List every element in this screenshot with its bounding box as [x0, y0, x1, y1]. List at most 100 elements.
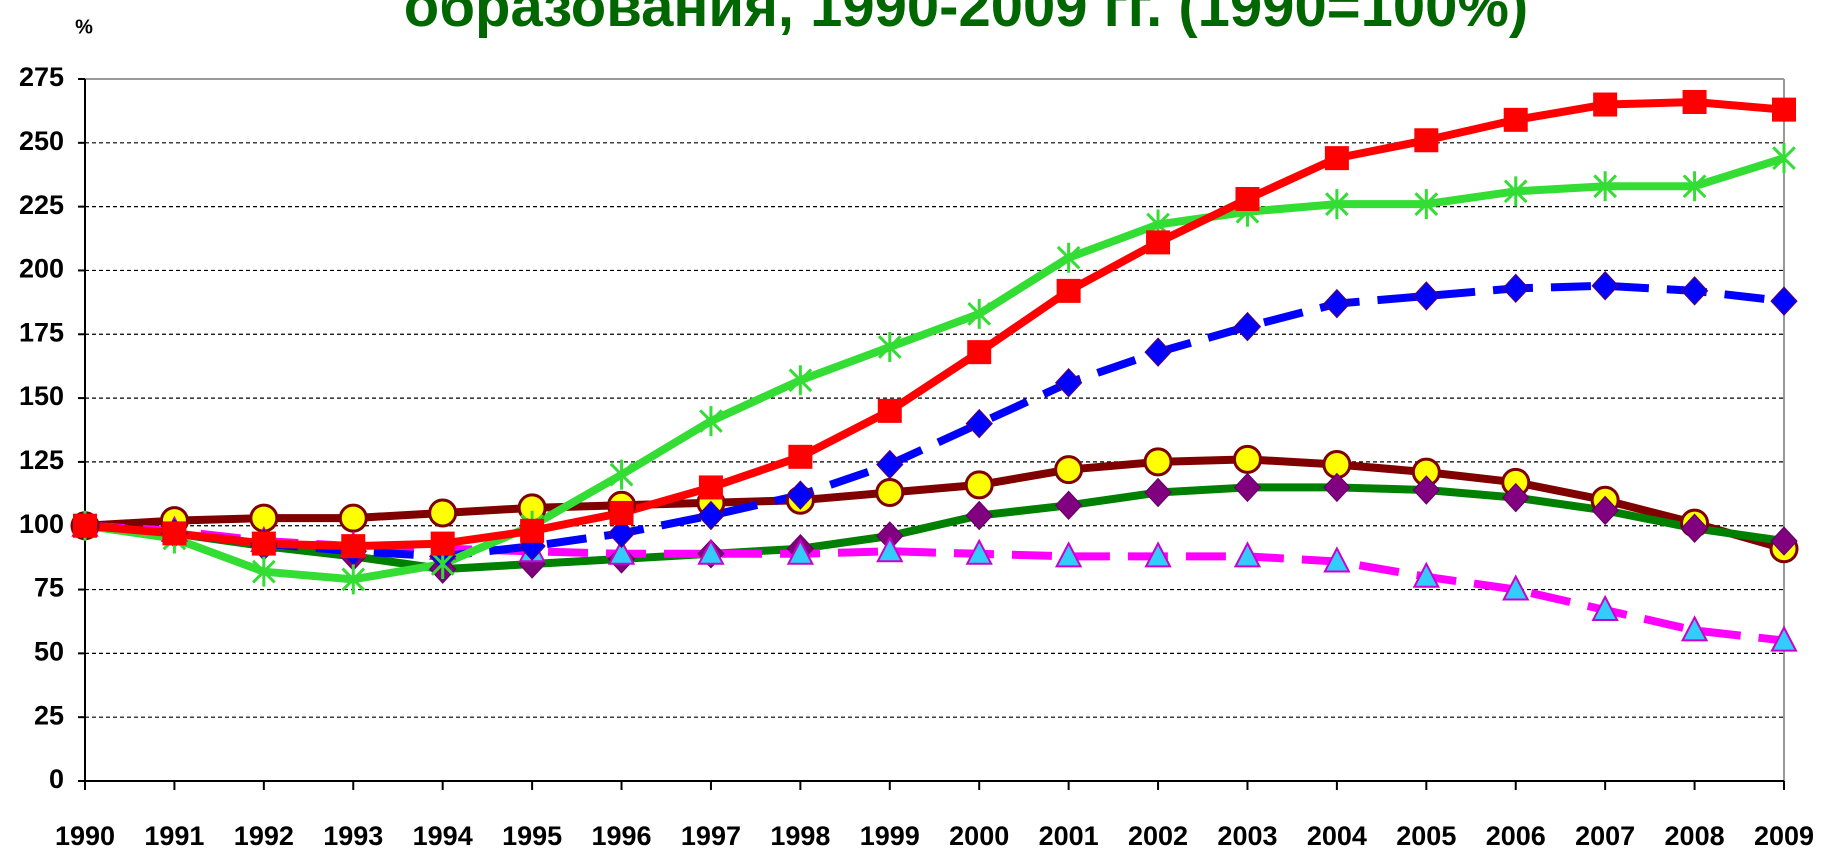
marker	[1146, 230, 1171, 255]
series-line	[84, 281, 1785, 561]
marker	[338, 503, 368, 533]
marker	[1144, 477, 1172, 508]
series-line	[84, 455, 1786, 553]
marker	[1143, 447, 1173, 477]
y-tick-label: 100	[19, 509, 64, 539]
marker	[1503, 107, 1528, 132]
marker	[967, 340, 992, 365]
marker	[1502, 273, 1530, 304]
marker	[965, 538, 993, 565]
marker	[877, 398, 902, 423]
marker	[1235, 186, 1260, 211]
marker	[1056, 242, 1081, 273]
x-tick-label: 1993	[323, 821, 383, 851]
x-tick-label: 2006	[1486, 821, 1546, 851]
marker	[1682, 89, 1707, 114]
y-tick-label: 175	[19, 317, 64, 347]
marker	[1233, 311, 1262, 342]
x-tick-label: 2002	[1128, 821, 1188, 851]
x-tick-label: 2007	[1575, 821, 1635, 851]
marker	[73, 513, 97, 538]
marker	[1503, 176, 1528, 207]
marker	[1232, 444, 1262, 474]
x-tick-label: 1995	[502, 821, 562, 851]
y-tick-label: 75	[34, 573, 64, 603]
series-line	[84, 521, 1785, 645]
marker	[1412, 475, 1440, 505]
marker	[1324, 146, 1349, 171]
marker	[607, 518, 636, 549]
marker	[699, 406, 723, 437]
marker	[1144, 541, 1172, 568]
marker	[430, 531, 455, 556]
x-tick-label: 1997	[681, 821, 741, 851]
marker	[1502, 574, 1530, 601]
x-tick-label: 1991	[144, 821, 204, 851]
x-tick-label: 2004	[1307, 821, 1367, 851]
marker	[520, 518, 545, 543]
marker	[876, 449, 904, 480]
marker	[607, 538, 636, 565]
x-tick-label: 2001	[1039, 821, 1099, 851]
marker	[876, 536, 904, 563]
marker	[698, 475, 723, 500]
marker	[1772, 143, 1796, 174]
marker	[1593, 171, 1618, 202]
marker	[786, 480, 815, 510]
marker	[1591, 594, 1619, 621]
marker	[1323, 472, 1351, 503]
marker	[1680, 513, 1709, 544]
marker	[1502, 482, 1530, 513]
y-axis-label: %	[75, 16, 93, 38]
x-tick-label: 2008	[1665, 821, 1725, 851]
marker	[341, 534, 366, 559]
x-tick-label: 2003	[1217, 821, 1277, 851]
marker	[1233, 472, 1262, 503]
marker	[697, 538, 725, 565]
y-tick-label: 275	[19, 62, 64, 92]
x-tick-label: 1996	[591, 821, 651, 851]
x-tick-label: 1990	[55, 821, 115, 851]
x-tick-label: 2005	[1396, 821, 1456, 851]
marker	[877, 332, 902, 363]
marker	[697, 500, 725, 531]
marker	[609, 459, 634, 490]
marker	[788, 365, 813, 396]
series-line	[84, 483, 1785, 574]
y-tick-label: 50	[34, 636, 64, 666]
marker	[965, 500, 993, 531]
marker	[251, 531, 276, 556]
y-tick-label: 25	[34, 700, 64, 730]
marker	[1770, 286, 1798, 316]
marker	[1056, 278, 1081, 303]
marker	[967, 298, 992, 329]
marker	[1772, 97, 1796, 122]
marker	[1770, 526, 1798, 556]
x-tick-label: 1992	[234, 821, 294, 851]
y-tick-label: 225	[19, 190, 64, 220]
marker	[1591, 495, 1619, 526]
marker	[786, 538, 815, 565]
marker	[1054, 541, 1083, 568]
marker	[1414, 128, 1439, 153]
marker	[1412, 561, 1440, 588]
marker	[1233, 541, 1262, 568]
y-tick-label: 0	[49, 764, 64, 794]
chart-title: образования, 1990-2009 гг. (1990=100%)	[404, 0, 1528, 39]
marker	[1770, 625, 1798, 652]
marker	[1680, 276, 1709, 306]
marker	[875, 478, 905, 508]
marker	[1323, 288, 1351, 319]
y-tick-label: 150	[19, 381, 64, 411]
marker	[1323, 546, 1351, 573]
marker	[251, 556, 276, 587]
marker	[1593, 92, 1618, 117]
marker	[1054, 490, 1083, 521]
y-tick-label: 200	[19, 254, 64, 284]
marker	[964, 470, 994, 500]
marker	[1591, 271, 1619, 301]
marker	[162, 521, 187, 546]
x-tick-label: 1994	[413, 821, 473, 851]
marker	[428, 498, 458, 528]
marker	[788, 444, 813, 469]
